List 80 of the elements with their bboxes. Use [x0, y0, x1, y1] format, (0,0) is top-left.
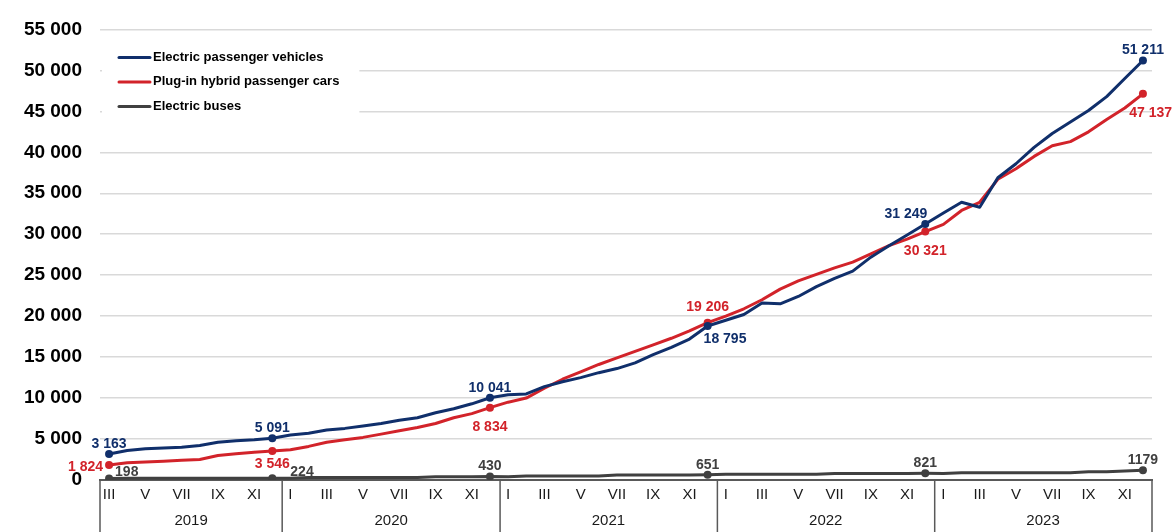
- point: [1138, 89, 1147, 98]
- x-tick-label: VII: [607, 485, 627, 503]
- x-tick-label: XI: [682, 485, 697, 503]
- point: [105, 450, 114, 459]
- data-label: 18 795: [703, 330, 747, 347]
- data-label: 3 163: [91, 435, 127, 452]
- x2-tick-label: 2022: [809, 511, 843, 529]
- x-tick-label: XI: [464, 485, 479, 503]
- x-tick-label: I: [506, 485, 511, 503]
- x-tick-label: IX: [210, 485, 225, 503]
- point: [485, 393, 494, 402]
- x-tick-label: I: [723, 485, 728, 503]
- data-label: 30 321: [903, 241, 947, 258]
- x-tick-label: VII: [390, 485, 409, 503]
- data-label: 8 834: [472, 417, 508, 434]
- data-label: 1179: [1127, 451, 1159, 468]
- x-tick-label: V: [1010, 485, 1021, 503]
- data-label: 3 546: [254, 454, 291, 471]
- x-tick-label: V: [575, 485, 586, 503]
- point: [268, 434, 277, 443]
- point: [921, 227, 930, 236]
- x2-tick-label: 2021: [591, 511, 626, 529]
- data-label: 821: [913, 454, 938, 471]
- data-label: 19 206: [686, 297, 730, 314]
- x-tick-label: III: [973, 485, 986, 503]
- y-tick-label: 10 000: [23, 386, 82, 408]
- x-tick-label: XI: [1117, 485, 1132, 503]
- y-tick-label: 40 000: [23, 140, 82, 162]
- y-tick-label: 25 000: [23, 263, 82, 285]
- data-label: 430: [478, 457, 502, 474]
- data-label: 10 041: [468, 378, 512, 395]
- x-tick-label: V: [357, 485, 369, 503]
- point: [703, 322, 712, 331]
- x-tick-label: VII: [1043, 485, 1062, 503]
- data-label: 651: [695, 455, 720, 472]
- x-tick-label: IX: [1081, 485, 1096, 503]
- y-tick-label: 20 000: [23, 304, 82, 326]
- point: [921, 469, 930, 478]
- x-tick-label: V: [793, 485, 804, 503]
- y-tick-label: 50 000: [23, 58, 82, 80]
- x-tick-label: IX: [646, 485, 661, 503]
- x-tick-label: III: [755, 485, 769, 503]
- point: [485, 472, 494, 480]
- point: [105, 461, 114, 470]
- x-tick-label: XI: [900, 485, 915, 503]
- x-tick-label: V: [140, 485, 151, 503]
- x2-tick-label: 2020: [374, 511, 408, 529]
- data-label: 224: [290, 463, 314, 480]
- point: [1138, 466, 1147, 475]
- data-label: 5 091: [254, 419, 291, 436]
- point: [921, 219, 930, 228]
- y-tick-label: 35 000: [23, 181, 82, 203]
- x-tick-label: III: [102, 485, 116, 503]
- point: [485, 403, 494, 412]
- y-tick-label: 15 000: [23, 345, 82, 367]
- x-tick-label: IX: [863, 485, 878, 503]
- x2-tick-label: 2019: [174, 511, 208, 529]
- point: [268, 446, 277, 455]
- legend-label: Plug-in hybrid passenger cars: [153, 73, 340, 89]
- y-tick-label: 30 000: [23, 222, 82, 244]
- y-tick-label: 5 000: [34, 427, 82, 449]
- data-label: 47 137: [1129, 103, 1173, 120]
- data-label: 31 249: [884, 204, 928, 221]
- x-tick-label: III: [320, 485, 333, 503]
- point: [1138, 56, 1147, 65]
- legend-label: Electric passenger vehicles: [153, 48, 324, 64]
- data-label: 198: [115, 463, 139, 480]
- point: [703, 470, 712, 479]
- x-tick-label: III: [538, 485, 551, 503]
- y-tick-label: 55 000: [23, 17, 82, 39]
- legend-label: Electric buses: [153, 97, 242, 113]
- x-tick-label: XI: [247, 485, 262, 503]
- data-label: 51 211: [1121, 41, 1165, 58]
- y-tick-label: 45 000: [23, 99, 82, 121]
- x-tick-label: I: [288, 485, 293, 503]
- x-tick-label: VII: [172, 485, 191, 503]
- x-tick-label: I: [941, 485, 946, 503]
- x2-tick-label: 2023: [1026, 511, 1060, 529]
- x-tick-label: VII: [825, 485, 844, 503]
- x-tick-label: IX: [428, 485, 443, 503]
